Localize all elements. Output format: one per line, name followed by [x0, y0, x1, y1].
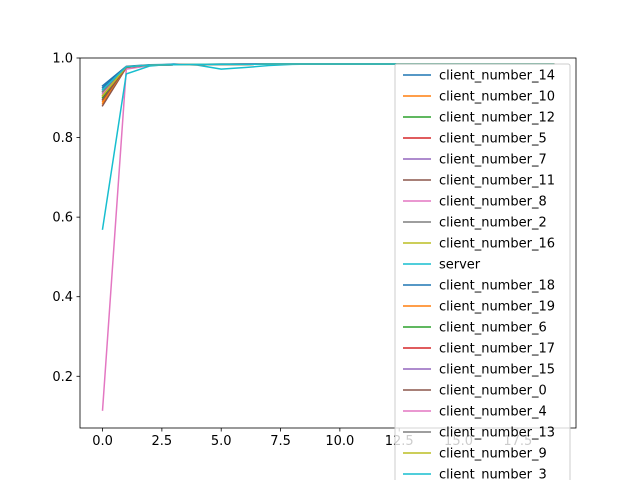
x-tick-label: 10.0 — [325, 434, 354, 449]
legend-label-client_number_2: client_number_2 — [439, 216, 547, 231]
legend-label-client_number_5: client_number_5 — [439, 132, 547, 147]
legend-label-client_number_3: client_number_3 — [439, 468, 547, 480]
legend-label-client_number_16: client_number_16 — [439, 237, 555, 252]
legend-label-server: server — [439, 258, 481, 273]
legend-label-client_number_7: client_number_7 — [439, 153, 547, 168]
legend-label-client_number_0: client_number_0 — [439, 384, 547, 399]
legend-label-client_number_6: client_number_6 — [439, 321, 547, 336]
y-tick-label: 1.0 — [52, 52, 73, 67]
legend-label-client_number_15: client_number_15 — [439, 363, 555, 378]
legend-frame — [394, 63, 571, 480]
x-tick-label: 2.5 — [152, 434, 173, 449]
legend-label-client_number_9: client_number_9 — [439, 447, 547, 462]
legend-label-client_number_14: client_number_14 — [439, 69, 555, 84]
axes-frame — [79, 57, 577, 429]
x-tick-label: 5.0 — [211, 434, 232, 449]
y-tick-label: 0.4 — [52, 290, 73, 305]
legend-label-client_number_12: client_number_12 — [439, 111, 555, 126]
legend-label-client_number_11: client_number_11 — [439, 174, 555, 189]
legend-label-client_number_13: client_number_13 — [439, 426, 555, 441]
x-tick-label: 0.0 — [92, 434, 113, 449]
legend-label-client_number_10: client_number_10 — [439, 90, 555, 105]
x-tick-label: 7.5 — [270, 434, 291, 449]
legend-label-client_number_4: client_number_4 — [439, 405, 547, 420]
legend-label-client_number_19: client_number_19 — [439, 300, 555, 315]
y-tick-label: 0.2 — [52, 370, 73, 385]
legend-label-client_number_8: client_number_8 — [439, 195, 547, 210]
y-tick-label: 0.8 — [52, 131, 73, 146]
legend-label-client_number_17: client_number_17 — [439, 342, 555, 357]
y-tick-label: 0.6 — [52, 211, 73, 226]
legend-label-client_number_18: client_number_18 — [439, 279, 555, 294]
legend: client_number_14 client_number_10 client_n… — [394, 63, 571, 480]
